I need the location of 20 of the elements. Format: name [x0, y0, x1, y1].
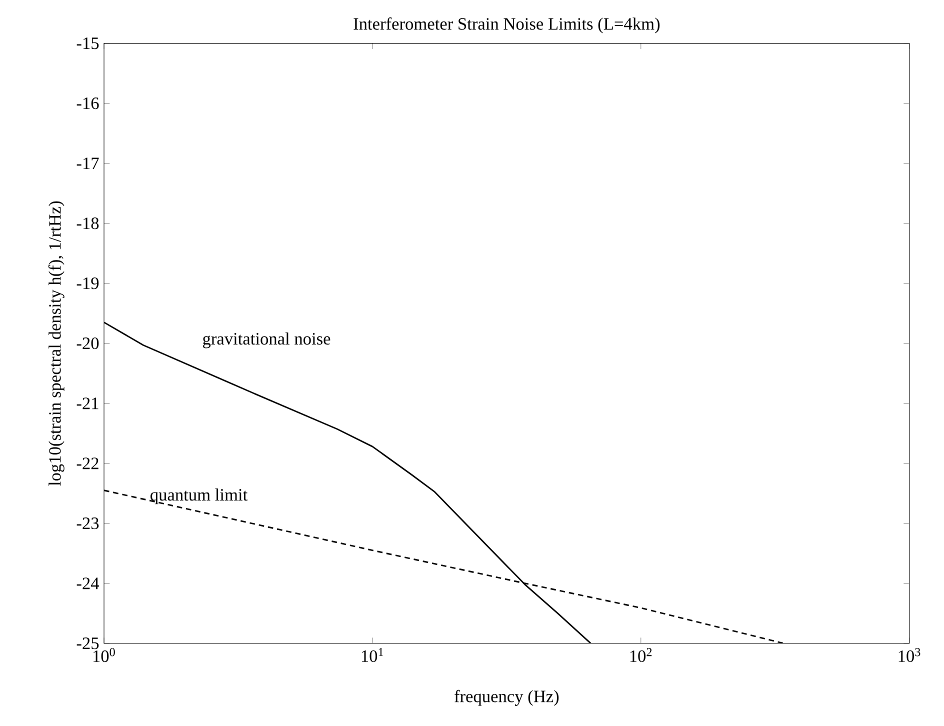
x-tick-label: 10$^{1}$ [362, 648, 384, 662]
y-tick-label: -25 [76, 638, 99, 650]
x-axis-title: frequency (Hz) [454, 690, 559, 706]
x-tick-label: 10$^{0}$ [94, 648, 115, 662]
y-axis-title: log10(strain spectral density h(f), 1/rtHz) [48, 201, 64, 486]
annotation: gravitational noise [202, 332, 330, 348]
y-tick-label: -22 [76, 458, 98, 470]
y-tick-label: -19 [76, 278, 99, 290]
chart-title: Interferometer Strain Noise Limits (L=4km) [354, 17, 660, 34]
x-tick-label: 10$^{3}$ [898, 648, 920, 662]
y-tick-label: -24 [76, 578, 100, 590]
x-tick-label: 10$^{2}$ [630, 648, 652, 662]
annotation: quantum limit [150, 488, 248, 504]
y-tick-label: -16 [76, 98, 99, 110]
y-tick-label: -17 [76, 158, 99, 170]
y-tick-label: -18 [76, 217, 99, 230]
y-tick-label: -21 [76, 398, 98, 410]
y-tick-label: -23 [76, 518, 99, 530]
y-tick-label: -15 [76, 38, 99, 50]
y-tick-label: -20 [76, 337, 99, 350]
